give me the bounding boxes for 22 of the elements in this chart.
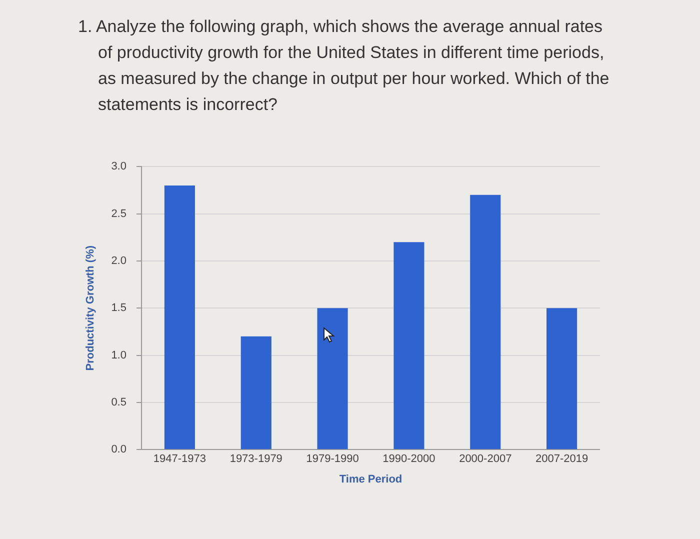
x-tick-label: 2000-2007	[459, 453, 512, 466]
y-tick-label: 1.0	[111, 349, 126, 362]
x-tick-label: 1973-1979	[230, 453, 282, 466]
y-tick-label: 0.0	[111, 444, 126, 456]
x-tick-label: 2007-2019	[535, 453, 588, 466]
x-tick-label: 1947-1973	[153, 453, 206, 466]
bar	[394, 242, 424, 450]
y-tick-label: 2.5	[111, 208, 126, 220]
x-tick-label: 1979-1990	[306, 453, 359, 466]
y-tick-label: 3.0	[111, 160, 126, 173]
x-tick-label: 1990-2000	[382, 453, 436, 466]
y-axis-title: Productivity Growth (%)	[84, 245, 97, 371]
y-tick-label: 0.5	[111, 396, 126, 408]
x-axis-title: Time Period	[339, 473, 402, 486]
bar	[164, 185, 195, 450]
y-tick-label: 1.5	[111, 302, 126, 314]
bar	[240, 336, 272, 450]
bar	[470, 194, 501, 450]
chart-title: 1. Analyze the following graph, which shows the average annual rates of productivity growth for the United States in different time periods, as measured by the change in output per hour worked. Which of the statements is incorrect?	[78, 16, 610, 116]
y-tick-label: 2.0	[111, 254, 126, 267]
bar	[546, 308, 578, 450]
bar	[317, 308, 348, 450]
